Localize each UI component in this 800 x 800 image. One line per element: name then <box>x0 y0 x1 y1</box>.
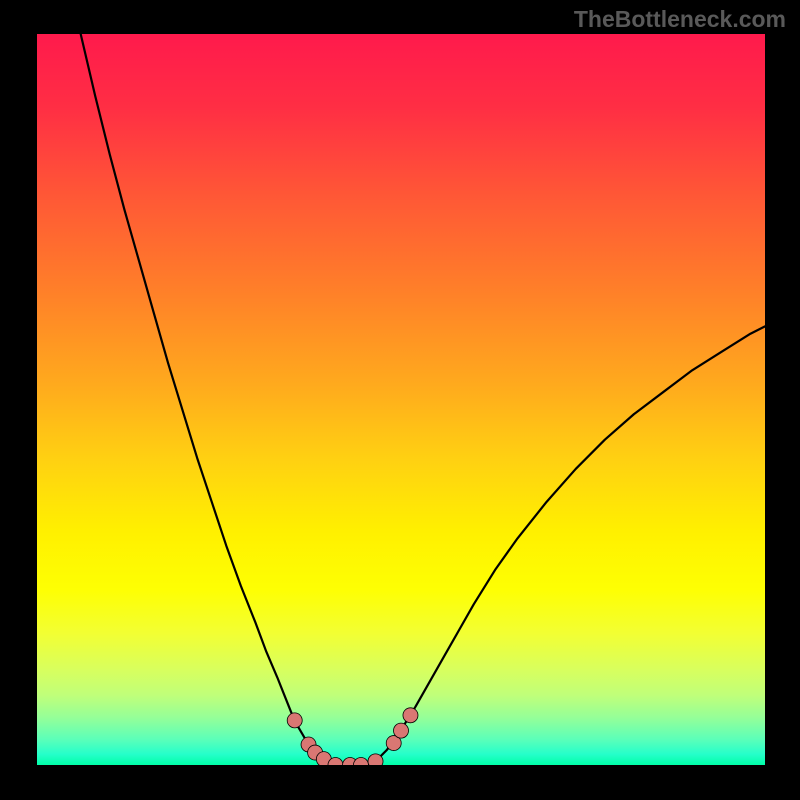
data-marker <box>403 708 418 723</box>
data-marker <box>287 713 302 728</box>
plot-area <box>37 34 765 765</box>
chart-svg <box>37 34 765 765</box>
chart-outer-frame: TheBottleneck.com <box>0 0 800 800</box>
data-marker <box>394 723 409 738</box>
watermark-text: TheBottleneck.com <box>574 6 786 33</box>
gradient-background <box>37 34 765 765</box>
data-marker <box>368 754 383 765</box>
